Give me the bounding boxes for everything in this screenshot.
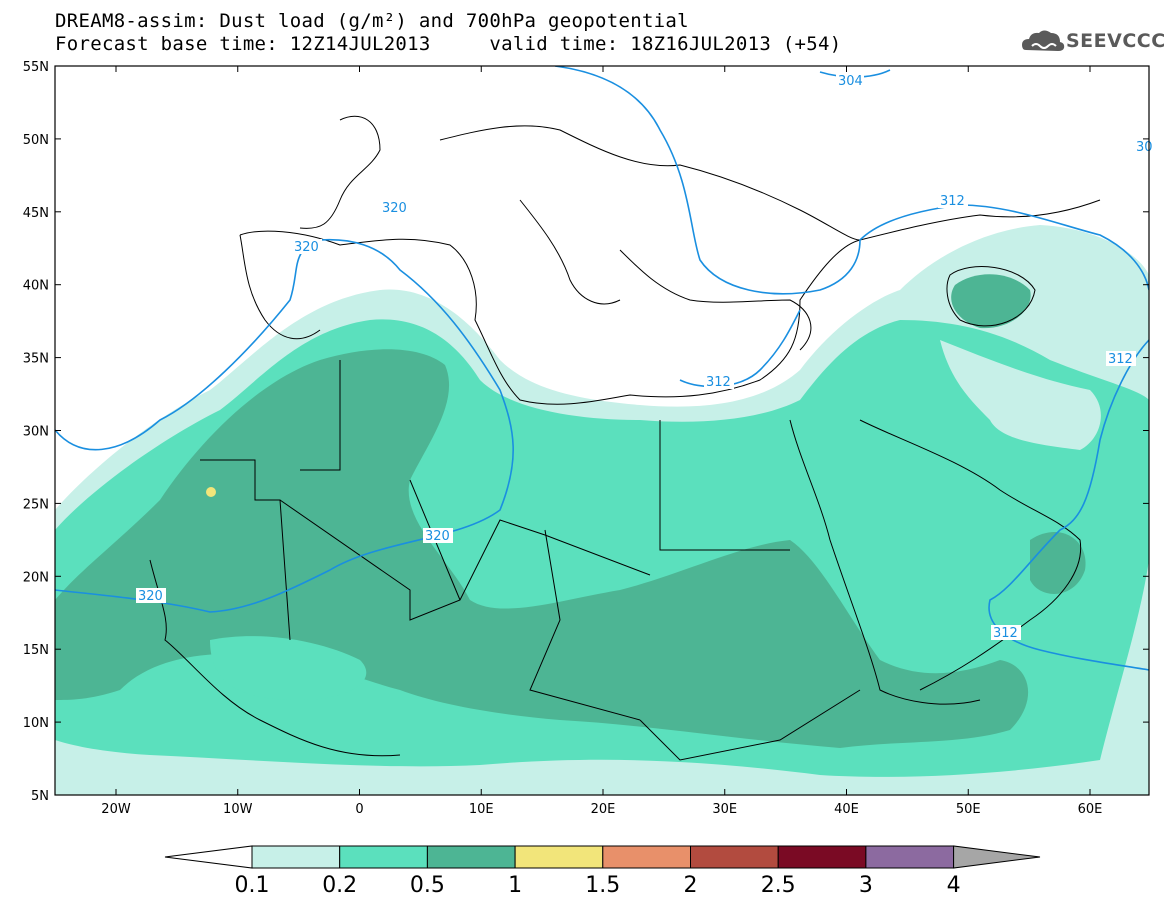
lon-tick-label: 10E xyxy=(469,802,494,817)
colorbar-label: 3 xyxy=(859,873,873,898)
lat-tick-label: 45N xyxy=(23,206,49,221)
colorbar-segment xyxy=(426,845,516,869)
colorbar-over-arrow xyxy=(953,845,1041,869)
contour-labels: 304 30 312 320 320 312 312 320 320 312 xyxy=(136,73,1153,641)
colorbar-segment xyxy=(251,845,341,869)
lat-tick-label: 25N xyxy=(23,497,49,512)
colorbar-label: 0.2 xyxy=(322,873,357,898)
colorbar: 0.1 0.2 0.5 1 1.5 2 2.5 3 4 xyxy=(164,845,1041,898)
colorbar-label: 1.5 xyxy=(585,873,620,898)
contour-label-312-b: 312 xyxy=(1108,352,1133,367)
colorbar-under-arrow xyxy=(164,845,253,869)
lat-tick-label: 35N xyxy=(23,352,49,367)
colorbar-label: 0.5 xyxy=(410,873,445,898)
lat-tick-label: 15N xyxy=(23,643,49,658)
coastlines xyxy=(149,115,1101,761)
colorbar-label: 2 xyxy=(684,873,698,898)
contour-label-320-b: 320 xyxy=(294,240,319,255)
contour-label-312-a: 312 xyxy=(940,194,965,209)
lon-tick-label: 30E xyxy=(712,802,737,817)
cloud-icon xyxy=(1022,30,1065,51)
lon-tick-label: 60E xyxy=(1078,802,1103,817)
lon-tick-label: 0 xyxy=(355,802,363,817)
lat-tick-label: 5N xyxy=(31,789,49,804)
contour-label-304: 304 xyxy=(838,74,863,89)
colorbar-segment xyxy=(690,845,779,869)
lat-tick-label: 20N xyxy=(23,570,49,585)
colorbar-label: 0.1 xyxy=(235,873,270,898)
lat-tick-label: 10N xyxy=(23,716,49,731)
contour-label-320-c: 320 xyxy=(425,529,450,544)
contour-label-320-d: 320 xyxy=(138,589,163,604)
logo-text: SEEVCCC xyxy=(1066,30,1165,52)
lat-tick-label: 40N xyxy=(23,279,49,294)
dust-pocket xyxy=(210,636,367,700)
contour-label-312-d: 312 xyxy=(993,626,1018,641)
contour-label-320-a: 320 xyxy=(382,201,407,216)
lat-tick-label: 50N xyxy=(23,133,49,148)
latitude-axis: 55N 50N 45N 40N 35N 30N 25N 20N 15N 10N 5N xyxy=(23,60,1149,804)
colorbar-label: 2.5 xyxy=(761,873,796,898)
dust-max-spot xyxy=(206,487,216,497)
contour-312-north xyxy=(554,66,1149,295)
colorbar-segment xyxy=(865,845,955,869)
lon-tick-label: 40E xyxy=(834,802,859,817)
lat-tick-label: 55N xyxy=(23,60,49,75)
colorbar-label: 1 xyxy=(508,873,522,898)
colorbar-segment xyxy=(514,845,604,869)
dust-fields xyxy=(55,225,1149,795)
map-title-line-1: DREAM8-assim: Dust load (g/m²) and 700hP… xyxy=(55,10,689,32)
map-title-line-2: Forecast base time: 12Z14JUL2013 valid t… xyxy=(55,33,842,55)
colorbar-segment xyxy=(339,845,428,869)
contour-312-lower xyxy=(679,309,801,388)
contour-label-312-c: 312 xyxy=(706,375,731,390)
contour-320-west xyxy=(55,238,514,613)
lon-tick-label: 50E xyxy=(956,802,981,817)
lon-tick-label: 10W xyxy=(223,802,253,817)
colorbar-label: 4 xyxy=(947,873,961,898)
colorbar-segment xyxy=(602,845,691,869)
lon-tick-label: 20E xyxy=(591,802,616,817)
colorbar-segment xyxy=(777,845,867,869)
lon-tick-label: 20W xyxy=(101,802,131,817)
geopotential-contours xyxy=(55,66,1149,671)
lat-tick-label: 30N xyxy=(23,425,49,440)
contour-312-south xyxy=(988,339,1149,671)
longitude-axis: 20W 10W 0 10E 20E 30E 40E 50E 60E xyxy=(101,66,1102,817)
contour-label-30: 30 xyxy=(1136,140,1153,155)
dust-pocket-iran xyxy=(940,340,1101,450)
dust-pocket-caspian xyxy=(951,274,1031,329)
